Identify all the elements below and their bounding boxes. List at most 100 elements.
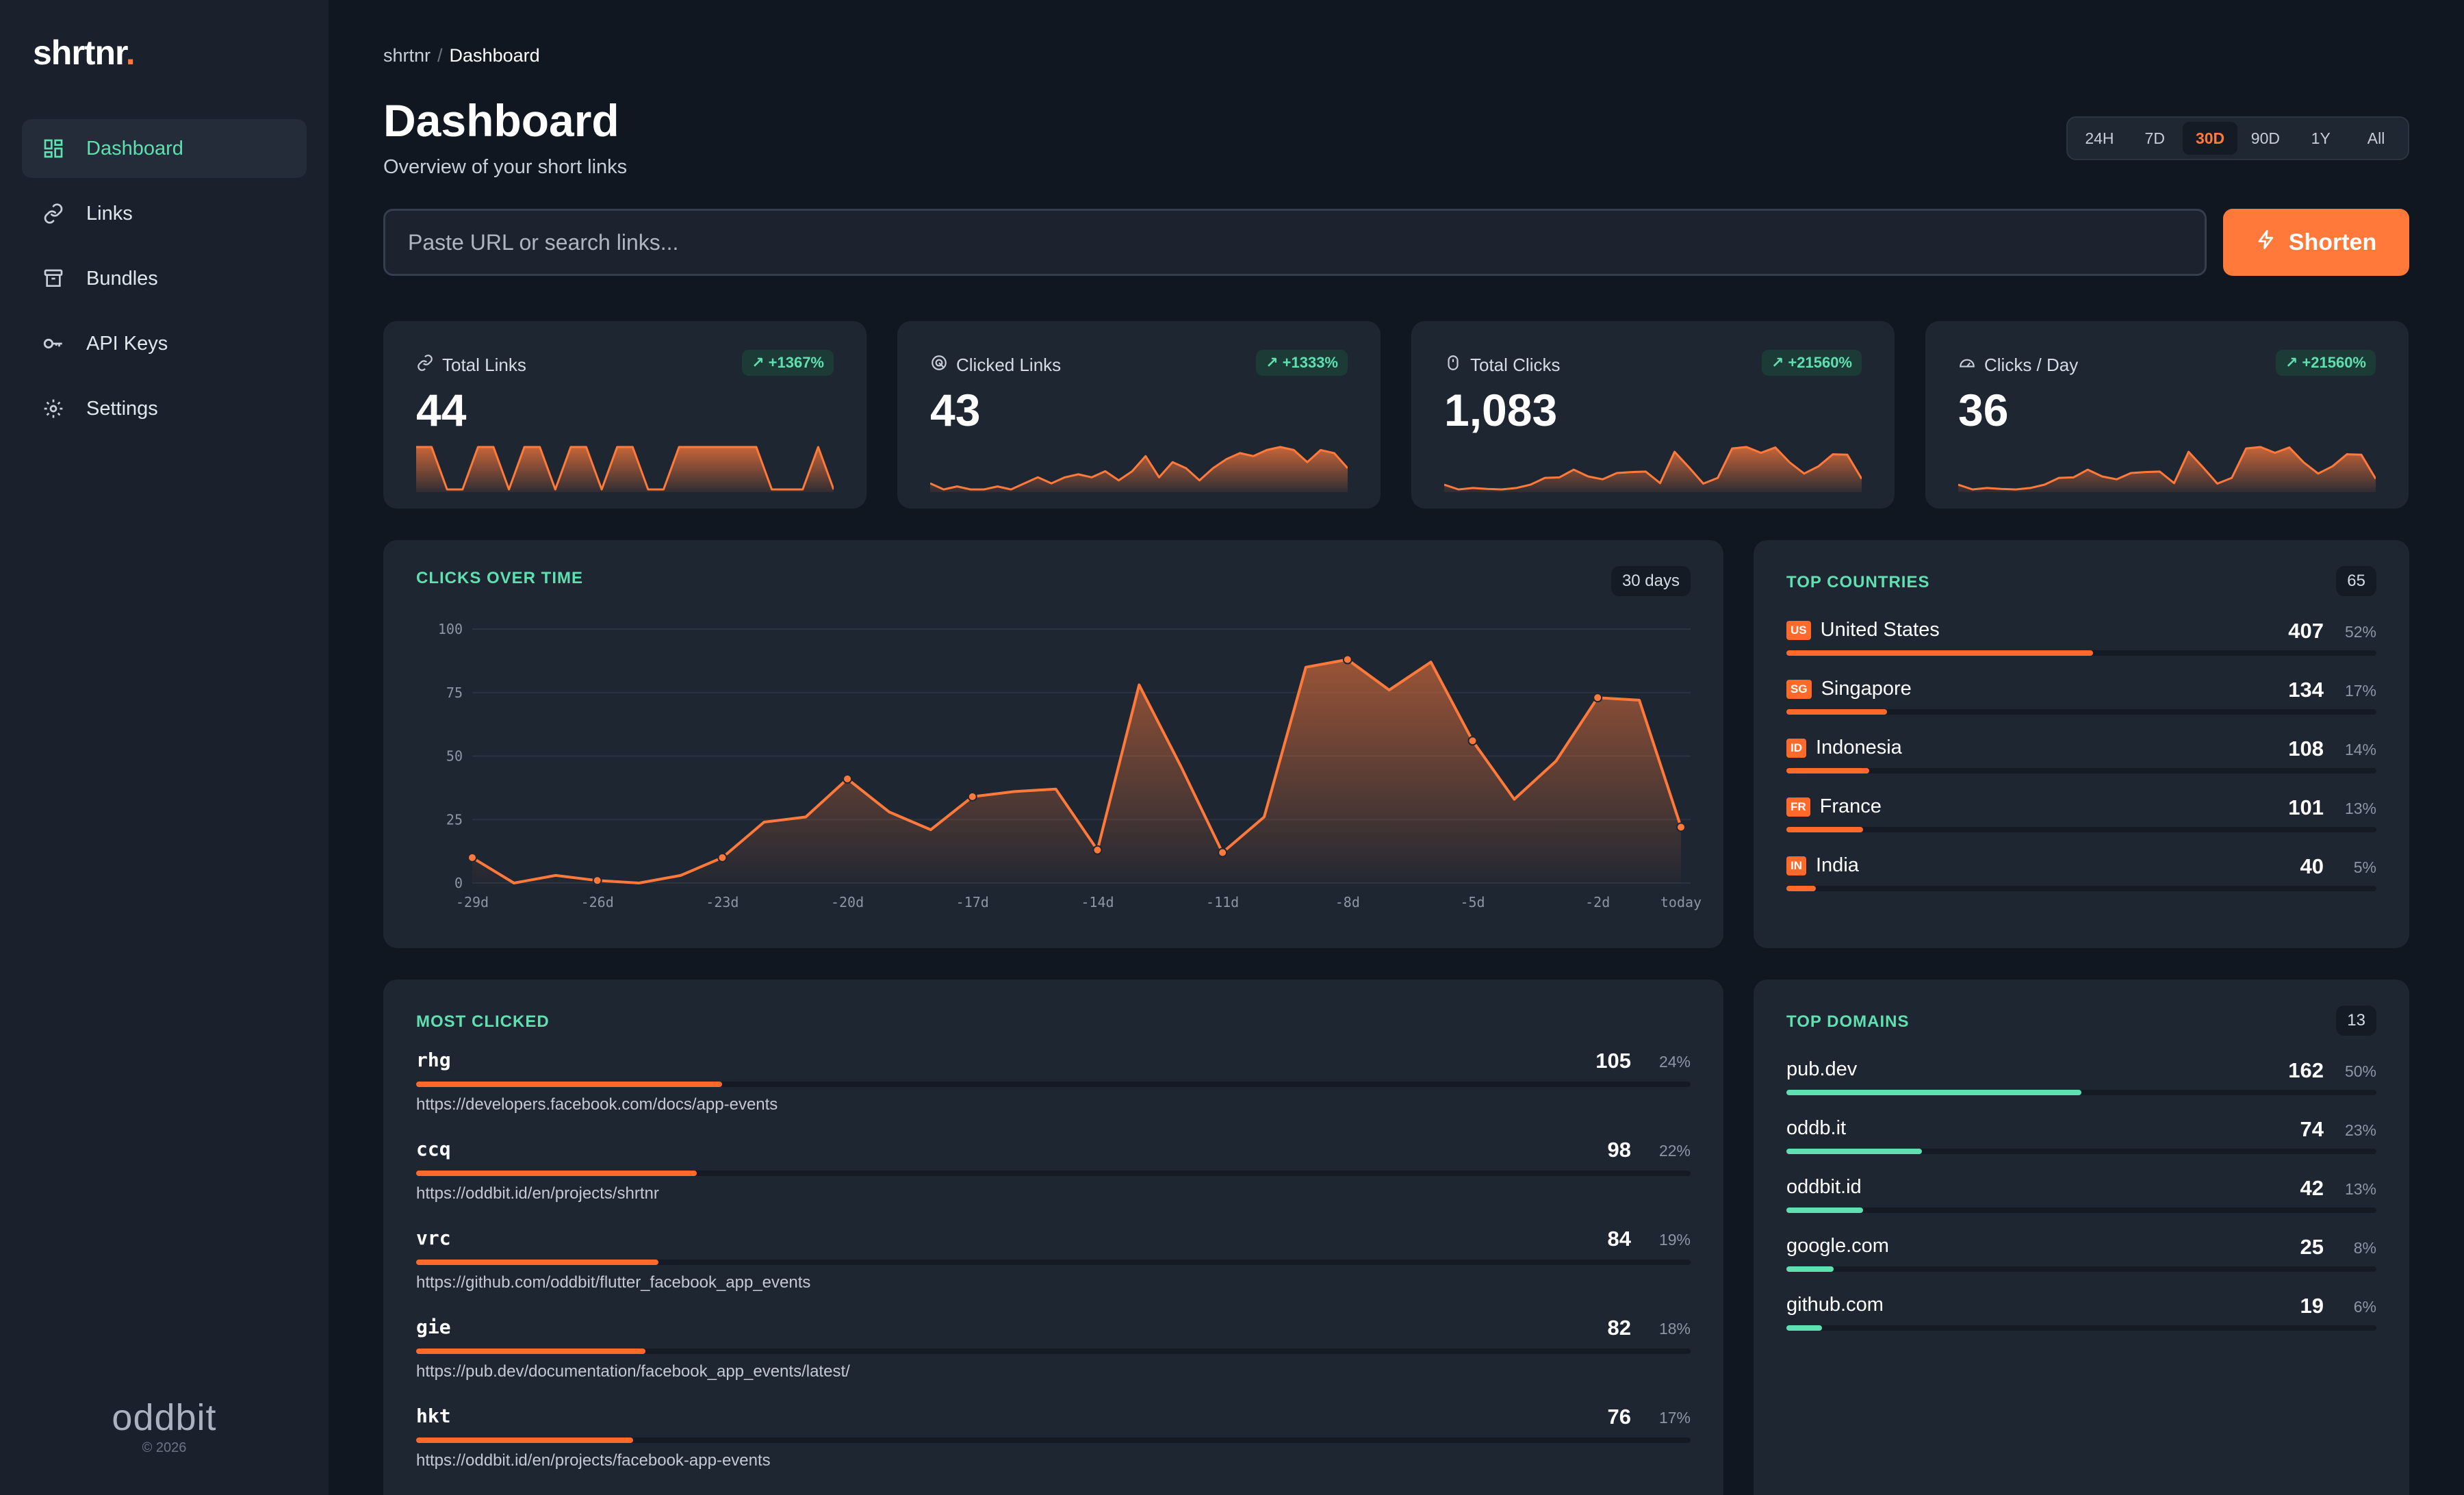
domain-percent: 13% [2344, 1180, 2376, 1198]
range-pill: 30 days [1610, 566, 1691, 596]
oddbit-logo: oddbit [112, 1397, 217, 1438]
sparkline-area [1958, 447, 2376, 492]
domain-row[interactable]: oddbit.id 42 13% [1754, 1176, 2409, 1231]
country-flag: US [1786, 621, 1811, 641]
country-clicks: 108 [2288, 737, 2324, 761]
progress-track [1786, 1266, 2376, 1272]
progress-fill [1786, 1208, 1864, 1213]
delta-badge: ↗ +1333% [1256, 350, 1348, 376]
country-clicks: 134 [2288, 678, 2324, 702]
range-7d[interactable]: 7D [2144, 129, 2165, 147]
most-clicked-card: MOST CLICKED rhg 105 24% https://developers… [383, 980, 1723, 1495]
country-clicks: 40 [2300, 854, 2324, 878]
stat-card-total-clicks: Total Clicks ↗ +21560% 1,083 [1411, 321, 1895, 509]
data-point [1092, 845, 1103, 855]
destination-url[interactable]: https://pub.dev/documentation/facebook_a… [416, 1362, 850, 1381]
domain-clicks: 25 [2300, 1235, 2324, 1259]
domain-percent: 6% [2353, 1298, 2376, 1316]
most-clicked-row[interactable]: vrc 84 19% https://github.com/oddbit/flutte… [383, 1227, 1723, 1312]
country-clicks: 101 [2288, 795, 2324, 819]
app-logo[interactable]: shrtnr. [33, 33, 136, 73]
country-row[interactable]: SG Singapore 134 17% [1754, 678, 2409, 732]
country-percent: 13% [2344, 800, 2376, 817]
destination-url[interactable]: https://developers.facebook.com/docs/app… [416, 1095, 778, 1114]
domain-row[interactable]: github.com 19 6% [1754, 1294, 2409, 1349]
sidebar-item-api-keys[interactable]: API Keys [22, 314, 307, 373]
stat-value: 43 [930, 385, 981, 435]
count-badge: 13 [2336, 1006, 2376, 1036]
progress-track [1786, 1325, 2376, 1331]
country-percent: 52% [2344, 623, 2376, 641]
url-search-input[interactable] [383, 209, 2207, 276]
range-all[interactable]: All [2367, 129, 2385, 147]
domain-clicks: 19 [2300, 1294, 2324, 1318]
link-icon [416, 354, 434, 376]
sidebar-item-label: Links [86, 202, 133, 225]
sidebar-item-label: Bundles [86, 267, 158, 290]
progress-fill [1786, 650, 2094, 656]
country-label: India [1816, 854, 1859, 876]
progress-track [1786, 1090, 2376, 1095]
destination-url[interactable]: https://oddbit.id/en/projects/shrtnr [416, 1184, 659, 1203]
data-point [592, 876, 602, 886]
sparkline-area [1444, 447, 1862, 492]
logo-text: shrtnr [33, 34, 127, 72]
link-clicks: 82 [1607, 1316, 1631, 1340]
link-icon [41, 201, 66, 226]
country-row[interactable]: US United States 407 52% [1754, 619, 2409, 674]
delta-value: +1333% [1282, 354, 1338, 371]
sidebar-item-dashboard[interactable]: Dashboard [22, 119, 307, 178]
stat-label-text: Clicks / Day [1984, 355, 2079, 375]
x-tick-label: -8d [1335, 894, 1360, 910]
country-row[interactable]: IN India 40 5% [1754, 854, 2409, 909]
page-title: Dashboard [383, 95, 619, 146]
most-clicked-row[interactable]: ccq 98 22% https://oddbit.id/en/projects/sh… [383, 1138, 1723, 1223]
domain-clicks: 162 [2288, 1058, 2324, 1082]
most-clicked-row[interactable]: rhg 105 24% https://developers.facebook.com… [383, 1049, 1723, 1134]
sidebar-item-bundles[interactable]: Bundles [22, 249, 307, 308]
range-30d[interactable]: 30D [2182, 122, 2238, 155]
trend-up-icon: ↗ [752, 354, 765, 371]
destination-url[interactable]: https://oddbit.id/en/projects/facebook-a… [416, 1451, 771, 1470]
x-tick-label: today [1660, 894, 1702, 910]
data-point [843, 774, 853, 784]
country-name: FR France [1786, 795, 1882, 818]
domain-name: oddb.it [1786, 1117, 1847, 1139]
delta-badge: ↗ +21560% [2275, 350, 2376, 376]
country-flag: ID [1786, 739, 1806, 758]
destination-url[interactable]: https://github.com/oddbit/flutter_facebo… [416, 1273, 811, 1292]
gauge-icon [1958, 354, 1976, 376]
y-tick-label: 75 [446, 685, 463, 701]
range-24h[interactable]: 24H [2085, 129, 2114, 147]
stat-label-text: Clicked Links [956, 355, 1062, 375]
most-clicked-row[interactable]: gie 82 18% https://pub.dev/documentation/fa… [383, 1316, 1723, 1401]
country-name: ID Indonesia [1786, 737, 1902, 759]
domain-row[interactable]: oddb.it 74 23% [1754, 1117, 2409, 1172]
key-icon [41, 331, 66, 356]
breadcrumb-root[interactable]: shrtnr [383, 45, 431, 66]
link-percent: 22% [1658, 1142, 1691, 1160]
progress-track [416, 1349, 1691, 1354]
sidebar-item-label: API Keys [86, 332, 168, 355]
country-flag: SG [1786, 680, 1812, 700]
data-point [1593, 693, 1603, 703]
country-row[interactable]: ID Indonesia 108 14% [1754, 737, 2409, 791]
link-clicks: 98 [1607, 1138, 1631, 1162]
sidebar-item-settings[interactable]: Settings [22, 379, 307, 438]
country-clicks: 407 [2288, 619, 2324, 643]
section-title: CLICKS OVER TIME [416, 569, 584, 587]
country-percent: 5% [2353, 858, 2376, 876]
range-90d[interactable]: 90D [2250, 129, 2280, 147]
progress-fill [1786, 1266, 1834, 1272]
link-percent: 17% [1658, 1409, 1691, 1427]
shorten-button[interactable]: Shorten [2223, 209, 2409, 276]
country-row[interactable]: FR France 101 13% [1754, 795, 2409, 850]
domain-row[interactable]: pub.dev 162 50% [1754, 1058, 2409, 1113]
range-1y[interactable]: 1Y [2311, 129, 2331, 147]
progress-fill [1786, 1325, 1822, 1331]
domain-row[interactable]: google.com 25 8% [1754, 1235, 2409, 1290]
sidebar-item-links[interactable]: Links [22, 184, 307, 243]
x-tick-label: -14d [1081, 894, 1114, 910]
most-clicked-row[interactable]: hkt 76 17% https://oddbit.id/en/projects/fa… [383, 1405, 1723, 1490]
progress-fill [416, 1438, 633, 1443]
